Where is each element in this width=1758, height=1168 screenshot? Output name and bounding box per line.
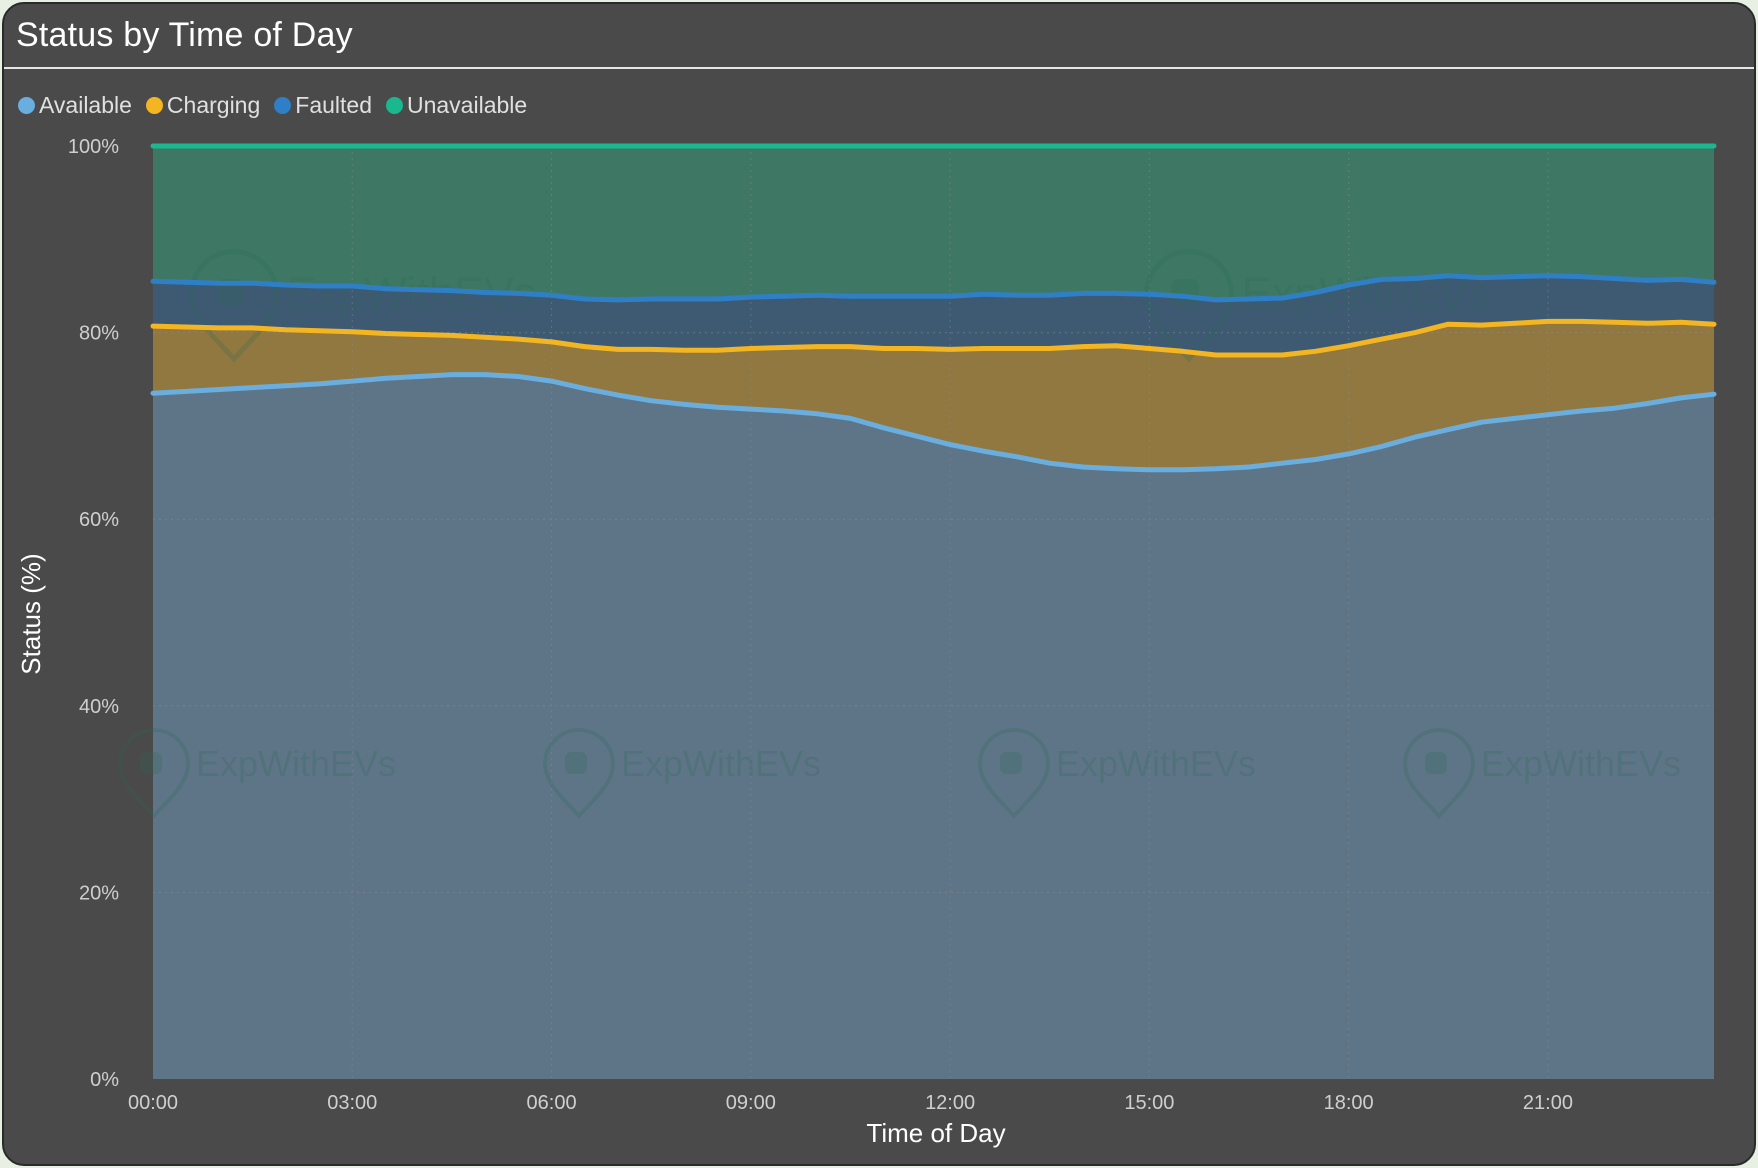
legend-item-charging[interactable]: Charging [145, 92, 261, 119]
area-layers [153, 146, 1714, 1080]
y-tick-label: 40% [79, 696, 119, 718]
y-tick-label: 100% [68, 136, 119, 158]
watermark: ExpWithEVs [117, 728, 396, 820]
x-tick-label: 09:00 [726, 1092, 776, 1114]
watermark-plug-icon [1425, 752, 1447, 774]
area-available [153, 374, 1714, 1080]
watermark-pin-icon [542, 728, 616, 820]
legend-item-unavailable[interactable]: Unavailable [385, 92, 528, 119]
watermark-pin-icon [977, 728, 1051, 820]
y-axis-title: Status (%) [16, 553, 46, 674]
watermark-plug-icon [216, 279, 244, 307]
legend-dot-charging [145, 97, 163, 114]
x-tick-label: 18:00 [1324, 1092, 1374, 1114]
watermark: ExpWithEVs [542, 728, 821, 820]
x-tick-label: 03:00 [327, 1092, 377, 1114]
line-charging [150, 318, 1717, 358]
x-tick-label: 21:00 [1523, 1092, 1573, 1114]
legend-label-available: Available [39, 92, 132, 118]
watermark-text: ExpWithEVs [196, 743, 396, 784]
chart-title: Status by Time of Day [16, 16, 353, 54]
line-faulted [150, 273, 1717, 303]
title-divider [4, 67, 1754, 69]
legend-dot-available [18, 97, 35, 114]
x-tick-label: 12:00 [925, 1092, 975, 1114]
watermark-text: ExpWithEVs [621, 743, 821, 784]
legend-dot-unavailable [385, 97, 403, 114]
legend: Available Charging Faulted Unavailable [18, 92, 541, 119]
watermark-pin-icon [117, 728, 191, 820]
x-axis-title: Time of Day [866, 1118, 1005, 1148]
x-tick-label: 06:00 [527, 1092, 577, 1114]
legend-label-charging: Charging [166, 92, 261, 118]
legend-label-unavailable: Unavailable [406, 92, 528, 118]
legend-dot-faulted [274, 97, 292, 114]
watermark-text: ExpWithEVs [1056, 743, 1256, 784]
watermark-plug-icon [1171, 279, 1199, 307]
legend-label-faulted: Faulted [295, 92, 372, 118]
watermark-plug-icon [565, 752, 587, 774]
line-available [150, 372, 1717, 473]
area-charging [153, 321, 1714, 470]
y-tick-label: 20% [79, 882, 119, 904]
watermark-plug-icon [140, 752, 162, 774]
legend-item-faulted[interactable]: Faulted [274, 92, 372, 119]
watermark: ExpWithEVs [977, 728, 1256, 820]
watermark-pin-icon [188, 249, 280, 363]
series-lines [150, 143, 1717, 473]
watermark-plug-icon [1000, 752, 1022, 774]
x-tick-label: 15:00 [1124, 1092, 1174, 1114]
watermark-pin-icon [1402, 728, 1476, 820]
legend-item-available[interactable]: Available [18, 92, 132, 119]
gridlines [153, 146, 1714, 1079]
y-tick-label: 60% [79, 509, 119, 531]
y-tick-label: 0% [90, 1069, 119, 1091]
stacked-area-chart: ExpWithEVs ExpWithEVs ExpWithEVs ExpWithEVs… [16, 136, 1717, 1148]
y-tick-label: 80% [79, 323, 119, 345]
watermark-pin-icon [1143, 249, 1235, 363]
watermark-text: ExpWithEVs [1481, 743, 1681, 784]
tick-labels: 0% 20% 40% 60% 80% 100% 00:00 03:00 06:00 09:00 12… [68, 136, 1573, 1114]
watermark: ExpWithEVs [1402, 728, 1681, 820]
area-unavailable [153, 146, 1714, 300]
x-tick-label: 00:00 [128, 1092, 178, 1114]
